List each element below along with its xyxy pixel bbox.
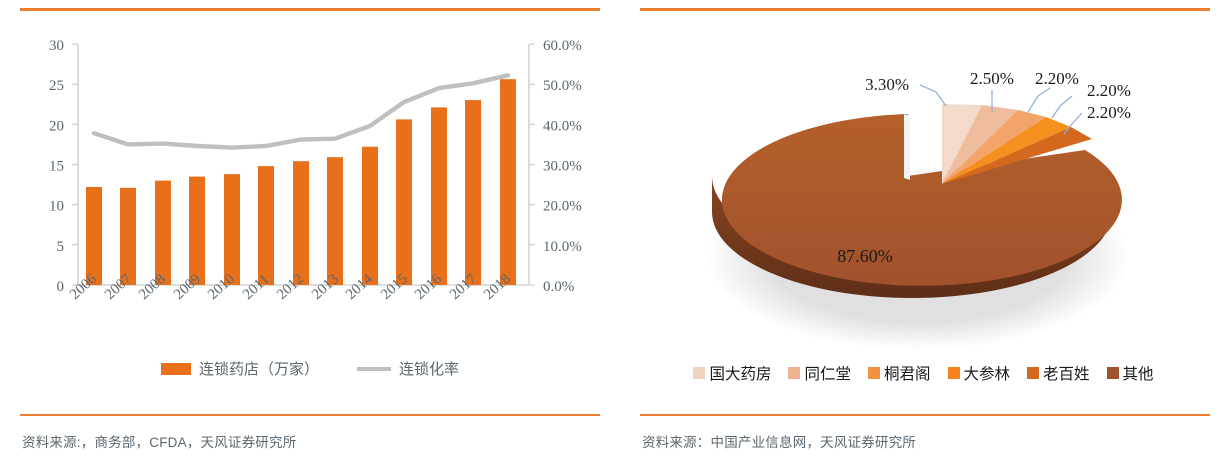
- left-axis-tick-labels: 30 25 20 15 10 5 0: [49, 38, 64, 295]
- bar: [431, 107, 447, 286]
- pie-slice-top-tongrentang: [942, 105, 1018, 184]
- panel-top-rule: [20, 8, 600, 11]
- color-swatch-icon: [947, 367, 960, 379]
- panel-bottom-rule: [640, 414, 1210, 416]
- pie-value-label-laobaixing: 2.20%: [1087, 103, 1131, 122]
- pie-slice-top-other: [721, 114, 1122, 286]
- left-tick-label: 5: [57, 239, 65, 255]
- left-chart-legend: 连锁药店（万家） 连锁化率: [0, 358, 620, 379]
- bar: [120, 187, 136, 285]
- color-swatch-icon: [788, 367, 801, 379]
- leader-line-dasenlin: [1051, 95, 1073, 119]
- pie-value-label-tongrentang: 2.50%: [970, 69, 1014, 88]
- line-series-chain-rate: [91, 73, 511, 150]
- left-chart-panel: 30 25 20 15 10 5 0 60.0% 50.0% 40.0% 30.…: [0, 0, 620, 450]
- pie-slice-top-tongjunge: [942, 110, 1046, 184]
- bar: [465, 100, 481, 285]
- pie-chart-svg: 3.30% 2.50% 2.20% 2.20% 2.20% 87.60%: [706, 69, 1131, 350]
- pie-slice-top-dasenlin: [942, 117, 1071, 184]
- bar: [327, 157, 343, 285]
- bar: [189, 176, 205, 285]
- legend-item-laobaixing[interactable]: 老百姓: [1027, 362, 1090, 384]
- color-swatch-icon: [1106, 367, 1119, 379]
- legend-item-tongjunge[interactable]: 桐君阁: [867, 362, 931, 384]
- legend-item-tongrentang[interactable]: 同仁堂: [788, 362, 851, 384]
- right-tick-label: 20.0%: [543, 199, 582, 215]
- right-tick-label: 60.0%: [543, 38, 582, 54]
- bar: [224, 174, 240, 285]
- right-axis-tick-labels: 60.0% 50.0% 40.0% 30.0% 20.0% 10.0% 0.0%: [543, 38, 582, 295]
- legend-item-other[interactable]: 其他: [1106, 362, 1154, 384]
- pie-value-label-guoda: 3.30%: [865, 75, 909, 94]
- right-chart-panel: 3.30% 2.50% 2.20% 2.20% 2.20% 87.60% 国大药…: [620, 0, 1227, 461]
- left-tick-label: 0: [57, 279, 65, 295]
- leader-line-tongjunge: [1027, 87, 1051, 113]
- legend-label: 连锁药店（万家）: [198, 361, 319, 378]
- line-swatch-icon: [357, 366, 391, 371]
- legend-label: 国大药房: [709, 366, 772, 383]
- legend-label: 同仁堂: [804, 366, 851, 383]
- legend-item-dasenlin[interactable]: 大参林: [947, 362, 1011, 384]
- bar-series-chain-pharmacy-count: [86, 79, 516, 286]
- panel-bottom-rule: [20, 414, 600, 416]
- color-swatch-icon: [867, 367, 880, 379]
- left-tick-label: 20: [49, 118, 64, 134]
- pie-slice-top-laobaixing: [942, 127, 1092, 184]
- left-tick-label: 10: [49, 199, 64, 215]
- legend-label: 大参林: [963, 366, 1011, 383]
- right-source-note: 资料来源：中国产业信息网，天风证券研究所: [642, 435, 916, 450]
- chain-pharmacy-combo-chart: 30 25 20 15 10 5 0 60.0% 50.0% 40.0% 30.…: [0, 0, 620, 410]
- right-chart-legend: 国大药房 同仁堂 桐君阁 大参林 老百姓: [620, 362, 1227, 384]
- left-tick-label: 30: [49, 38, 64, 54]
- exploded-small-slices: [942, 104, 1092, 184]
- bar: [362, 146, 378, 285]
- legend-item-guoda[interactable]: 国大药房: [693, 362, 771, 384]
- left-source-note: 资料来源:，商务部，CFDA，天风证券研究所: [22, 435, 297, 450]
- right-tick-label: 40.0%: [543, 118, 582, 134]
- legend-label: 其他: [1122, 366, 1154, 383]
- legend-label: 桐君阁: [883, 366, 931, 383]
- legend-label: 老百姓: [1043, 366, 1090, 383]
- pie-explode-gap: [904, 114, 910, 180]
- bar-swatch-icon: [160, 362, 191, 375]
- right-tick-label: 30.0%: [543, 159, 582, 175]
- pie-value-label-tongjunge: 2.20%: [1035, 69, 1079, 88]
- bar: [293, 161, 309, 285]
- pie-value-label-dasenlin: 2.20%: [1087, 81, 1131, 100]
- left-tick-label: 25: [49, 78, 64, 94]
- bar: [258, 166, 274, 285]
- pie-slice-top-guoda: [942, 104, 982, 184]
- panel-top-rule: [640, 8, 1210, 11]
- legend-label: 连锁化率: [399, 361, 460, 378]
- combo-chart-svg: 30 25 20 15 10 5 0 60.0% 50.0% 40.0% 30.…: [49, 38, 582, 303]
- bar: [500, 79, 516, 285]
- right-tick-label: 10.0%: [543, 239, 582, 255]
- right-tick-label: 50.0%: [543, 78, 582, 94]
- pie-value-label-other: 87.60%: [837, 246, 893, 266]
- leader-line-laobaixing: [1063, 112, 1083, 135]
- leader-line-guoda: [919, 84, 947, 107]
- right-axis-ticks: [529, 43, 535, 286]
- right-tick-label: 0.0%: [543, 279, 574, 295]
- left-tick-label: 15: [49, 159, 64, 175]
- bar: [86, 187, 102, 285]
- bar: [396, 119, 412, 286]
- legend-item-chain-rate[interactable]: 连锁化率: [357, 358, 459, 379]
- color-swatch-icon: [1027, 367, 1040, 379]
- color-swatch-icon: [693, 367, 706, 379]
- legend-item-chain-pharmacy-count[interactable]: 连锁药店（万家）: [160, 358, 319, 379]
- pharmacy-market-share-pie-chart: 3.30% 2.50% 2.20% 2.20% 2.20% 87.60% 国大药…: [620, 0, 1227, 410]
- bar: [155, 180, 171, 285]
- left-axis-ticks: [72, 43, 78, 286]
